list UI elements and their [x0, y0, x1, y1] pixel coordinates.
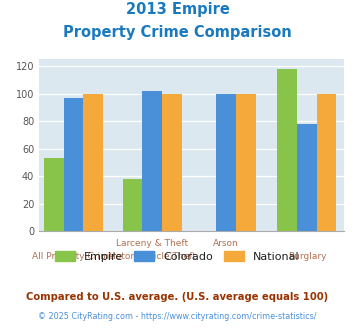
Bar [297, 124, 317, 231]
Bar [317, 94, 337, 231]
Bar [162, 94, 182, 231]
Text: 2013 Empire: 2013 Empire [126, 2, 229, 16]
Text: Burglary: Burglary [288, 252, 326, 261]
Bar [83, 94, 103, 231]
Bar [64, 98, 83, 231]
Text: All Property Crime: All Property Crime [32, 252, 115, 261]
Bar [142, 91, 162, 231]
Bar [123, 179, 142, 231]
Text: Motor Vehicle Theft: Motor Vehicle Theft [108, 252, 196, 261]
Bar [44, 158, 64, 231]
Text: Larceny & Theft: Larceny & Theft [116, 239, 189, 248]
Legend: Empire, Colorado, National: Empire, Colorado, National [51, 247, 304, 267]
Text: Property Crime Comparison: Property Crime Comparison [63, 25, 292, 40]
Text: Arson: Arson [213, 239, 239, 248]
Bar [277, 69, 297, 231]
Bar [216, 94, 236, 231]
Text: Compared to U.S. average. (U.S. average equals 100): Compared to U.S. average. (U.S. average … [26, 292, 329, 302]
Text: © 2025 CityRating.com - https://www.cityrating.com/crime-statistics/: © 2025 CityRating.com - https://www.city… [38, 312, 317, 321]
Bar [236, 94, 256, 231]
